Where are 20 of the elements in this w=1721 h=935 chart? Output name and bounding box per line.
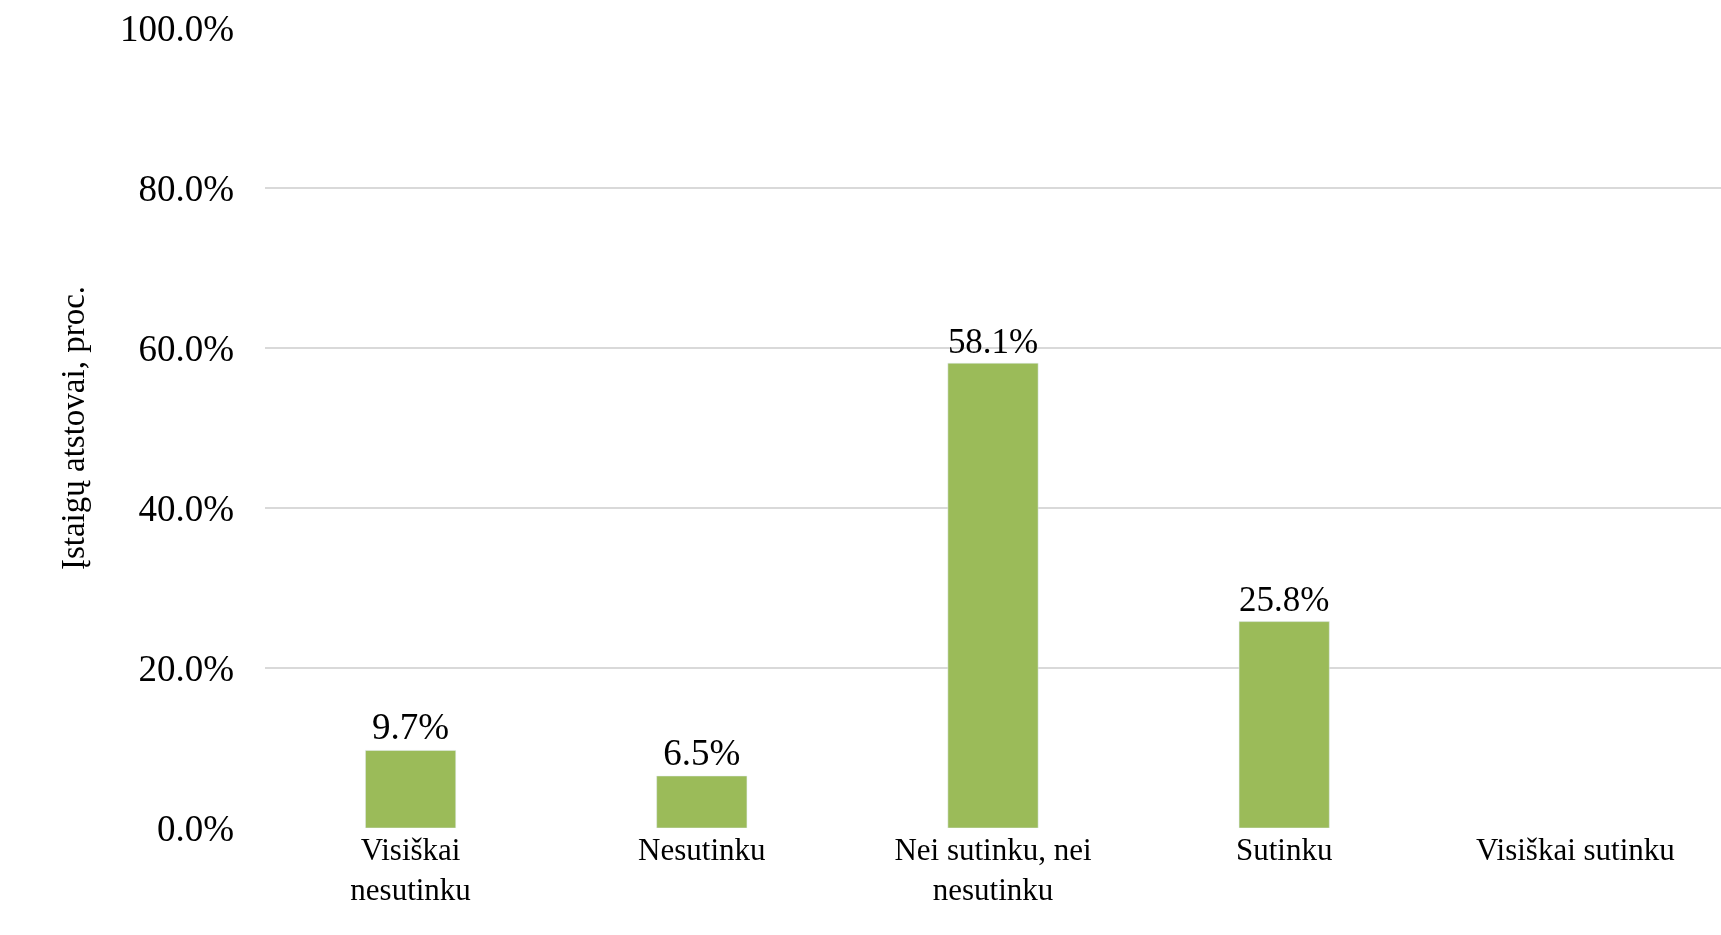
y-tick-label: 20.0% (138, 647, 234, 689)
x-tick-label: Nei sutinku, nei nesutinku (894, 832, 1092, 908)
y-tick-label: 0.0% (156, 807, 234, 849)
data-label: 6.5% (663, 732, 741, 773)
data-label: 25.8% (1239, 580, 1330, 620)
y-tick-label: 80.0% (138, 167, 234, 209)
y-tick-label: 40.0% (138, 487, 234, 529)
x-tick-label: Sutinku (1235, 832, 1333, 867)
data-label: 9.7% (372, 706, 450, 748)
data-label: 58.1% (947, 321, 1039, 361)
x-tick-label: Nesutinku (638, 832, 766, 867)
x-tick-label: Visiškai nesutinku (350, 832, 471, 908)
bar (947, 362, 1039, 828)
x-tick-label: Visiškai sutinku (1476, 832, 1675, 867)
bar (365, 750, 456, 828)
y-tick-label: 100.0% (119, 7, 234, 49)
bar (656, 775, 748, 828)
y-axis-title: Įstaigų atstovai, proc. (54, 285, 91, 571)
y-tick-label: 60.0% (138, 327, 234, 369)
bar (1238, 621, 1330, 828)
